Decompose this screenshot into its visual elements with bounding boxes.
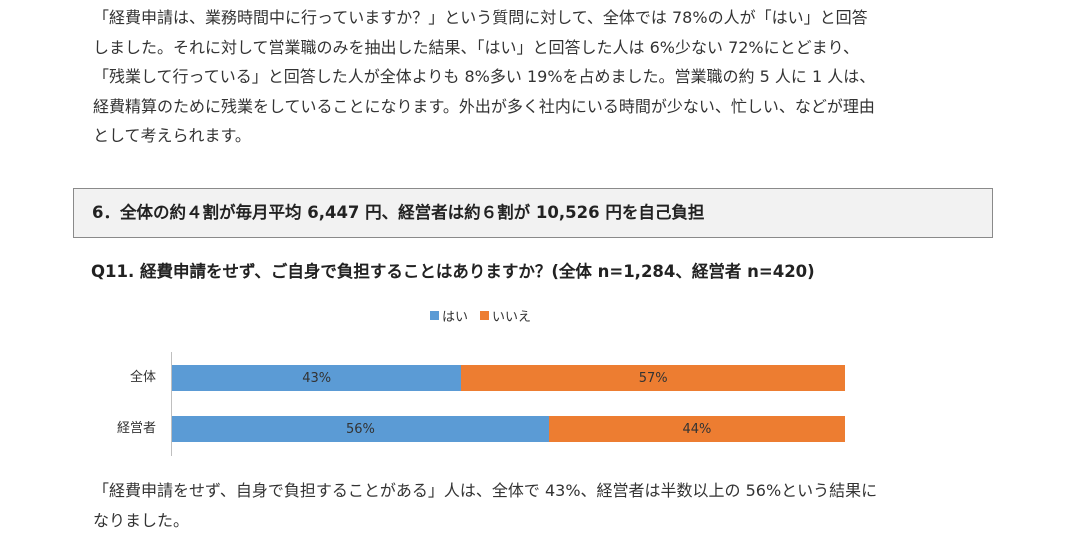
intro-line: しました。それに対して営業職のみを抽出した結果、「はい」と回答した人は 6%少な… (93, 37, 859, 57)
legend-item-1: いいえ (480, 306, 531, 325)
legend-swatch (480, 310, 490, 320)
bar-row: 43% 57% (172, 365, 845, 391)
bar-row: 56% 44% (172, 416, 845, 442)
intro-line: 経費精算のために残業をしていることになります。外出が多く社内にいる時間が少ない、… (93, 96, 875, 116)
chart-legend: はい いいえ (430, 305, 543, 325)
category-axis-line (171, 352, 172, 456)
category-label: 経営者 (116, 421, 156, 436)
legend-swatch (430, 310, 439, 320)
intro-line: として考えられます。 (93, 126, 251, 145)
closing-line: 「経費申請をせず、自身で負担することがある」人は、全体で 43%、経営者は半数以… (93, 481, 878, 500)
intro-line: 「残業して行っている」と回答した人が全体よりも 8%多い 19%を占めました。営… (93, 67, 876, 86)
bar-segment: 56% (172, 416, 549, 442)
bar-segment: 44% (548, 416, 845, 442)
intro-paragraph: 「経費申請は、業務時間中に行っていますか？」という質問に対して、全体では 78%… (93, 3, 993, 151)
section-heading: 6．全体の約４割が毎月平均 6,447 円、経営者は約６割が 10,526 円を… (92, 203, 705, 222)
legend-item-0: はい (430, 306, 468, 325)
section-heading-box: 6．全体の約４割が毎月平均 6,447 円、経営者は約６割が 10,526 円を… (73, 188, 993, 238)
closing-line: なりました。 (93, 510, 190, 530)
bar-segment: 57% (461, 365, 845, 391)
bar-segment: 43% (172, 365, 462, 391)
category-label: 全体 (129, 370, 156, 385)
legend-label: いいえ (492, 309, 532, 325)
question-title: Q11. 経費申請をせず、ご自身で負担することはありますか？(全体 n=1,28… (91, 262, 815, 281)
legend-label: はい (442, 309, 469, 325)
closing-paragraph: 「経費申請をせず、自身で負担することがある」人は、全体で 43%、経営者は半数以… (93, 476, 993, 535)
intro-line: 「経費申請は、業務時間中に行っていますか？」という質問に対して、全体では 78%… (93, 8, 868, 27)
